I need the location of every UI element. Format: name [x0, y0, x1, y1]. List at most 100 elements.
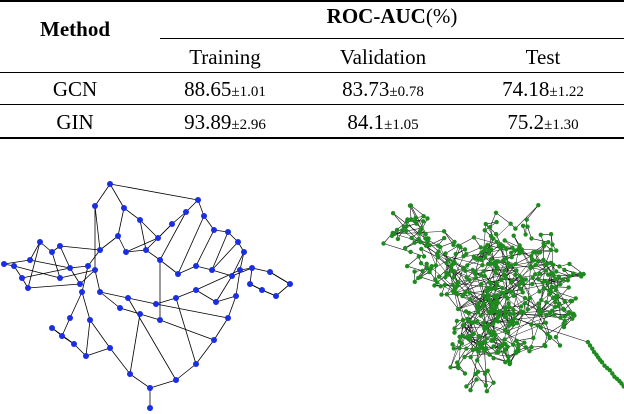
cell-mean: 84.1: [347, 110, 385, 134]
graph-node: [417, 229, 423, 234]
graph-node: [155, 235, 161, 241]
graph-node: [484, 389, 490, 394]
graph-node: [417, 239, 422, 244]
graph-node: [519, 250, 525, 255]
graph-node: [540, 280, 545, 285]
graph-node: [550, 242, 555, 247]
graph-node: [456, 365, 461, 371]
graph-node: [483, 221, 488, 227]
graph-node: [547, 292, 552, 297]
graph-node: [237, 267, 243, 273]
graph-node: [587, 343, 593, 348]
graph-node: [486, 251, 491, 256]
graph-node: [546, 272, 551, 277]
graph-node: [478, 245, 483, 250]
graph-edge: [486, 338, 501, 347]
graph-node: [470, 332, 476, 337]
graph-node: [486, 329, 491, 334]
graph-node: [419, 246, 424, 252]
graph-node: [225, 315, 231, 321]
graph-edge: [235, 269, 241, 297]
graph-edge: [177, 265, 197, 275]
graph-node: [558, 282, 563, 287]
graph-node: [413, 215, 418, 220]
graph-node: [464, 251, 469, 257]
row-method-gcn: GCN: [52, 77, 98, 101]
graph-node: [510, 245, 515, 250]
graph-edge: [550, 234, 554, 276]
graph-node: [491, 380, 496, 385]
graph-node: [476, 256, 482, 262]
graph-node: [235, 239, 241, 245]
graph-node: [193, 263, 199, 269]
graph-node: [553, 276, 558, 282]
graph-edge: [464, 313, 499, 358]
graph-edge: [51, 251, 61, 279]
graph-node: [557, 301, 562, 306]
graph-node: [476, 349, 481, 354]
graph-node: [499, 277, 504, 282]
cell-std: ±0.78: [389, 84, 424, 100]
graph-edge: [392, 213, 405, 228]
graph-edge: [27, 283, 81, 289]
graph-node: [473, 276, 478, 281]
graph-edge: [383, 243, 411, 253]
graph-node: [516, 342, 521, 347]
graph-node: [590, 346, 595, 351]
graph-edge: [394, 233, 420, 242]
graph-node: [504, 288, 509, 294]
graph-node: [451, 242, 456, 248]
graph-edge: [514, 318, 589, 343]
graph-edge: [470, 351, 479, 391]
graph-edge: [407, 256, 420, 267]
graph-node: [486, 295, 491, 300]
graph-node: [483, 383, 489, 388]
graph-node: [494, 350, 499, 355]
graph-node: [500, 258, 506, 264]
cell-std: ±1.05: [384, 117, 419, 133]
graph-node: [553, 334, 559, 340]
graph-node: [92, 203, 98, 209]
graph-node: [513, 261, 518, 267]
graph-node: [416, 275, 421, 281]
graph-node: [570, 316, 575, 321]
graph-edge: [539, 250, 557, 253]
graph-edge: [472, 295, 498, 323]
graph-edge: [231, 251, 245, 277]
graph-edge: [227, 295, 237, 319]
graph-node: [553, 287, 559, 293]
graph-edge: [468, 312, 501, 316]
graph-node: [543, 320, 548, 325]
graph-node: [549, 270, 554, 276]
graph-node: [488, 281, 493, 286]
graph-node: [123, 249, 129, 255]
graph-node: [455, 360, 460, 365]
graph-node: [479, 250, 484, 255]
graph-edge: [109, 183, 125, 209]
graph-node: [408, 217, 414, 222]
graph-edge: [457, 274, 505, 286]
graph-node: [553, 299, 558, 305]
graph-edge: [429, 237, 445, 246]
graph-node: [423, 231, 428, 237]
graph-node: [485, 368, 490, 373]
graph-node: [241, 249, 247, 255]
graph-node: [540, 309, 545, 314]
graph-node: [451, 346, 456, 351]
graph-node: [517, 243, 522, 248]
graph-node: [107, 181, 113, 187]
graph-node: [438, 284, 443, 289]
graph-node: [554, 248, 559, 253]
graph-node: [416, 254, 421, 259]
graph-node: [621, 384, 624, 389]
graph-node: [83, 353, 89, 359]
graph-node: [233, 293, 239, 299]
graph-edge: [109, 183, 199, 201]
graph-node: [544, 312, 549, 318]
graph-edge: [177, 215, 205, 275]
graph-node: [503, 256, 509, 261]
graph-node: [1, 261, 7, 267]
graph-node: [492, 336, 497, 342]
graph-node: [610, 371, 615, 376]
graph-node: [481, 301, 486, 307]
